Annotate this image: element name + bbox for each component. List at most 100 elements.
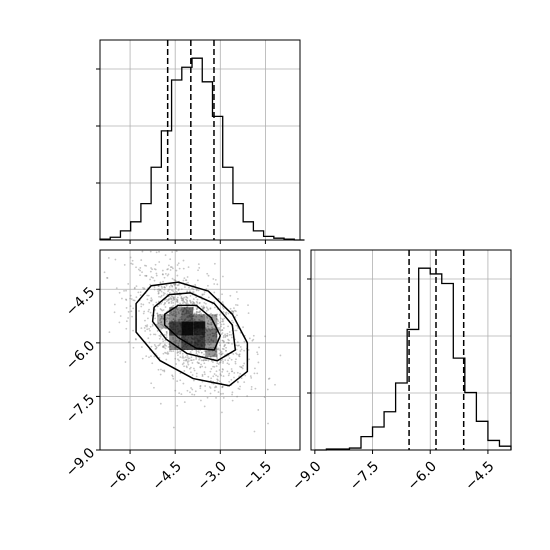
scatter-point: [198, 311, 201, 314]
scatter-point: [220, 353, 223, 356]
scatter-point: [201, 294, 204, 296]
scatter-point: [195, 289, 198, 292]
scatter-point: [153, 286, 156, 288]
scatter-point: [139, 294, 142, 297]
scatter-point: [222, 362, 224, 364]
scatter-point: [152, 276, 154, 279]
scatter-point: [140, 259, 143, 261]
scatter-point: [190, 359, 192, 362]
scatter-point: [217, 298, 220, 301]
scatter-point: [177, 358, 179, 361]
contour-level-2: [151, 292, 237, 362]
scatter-point: [158, 337, 161, 340]
scatter-point: [199, 310, 201, 313]
scatter-point: [215, 350, 218, 353]
scatter-point: [172, 350, 175, 353]
scatter-point: [142, 286, 144, 289]
scatter-point: [164, 347, 167, 350]
scatter-point: [161, 273, 164, 276]
scatter-point: [215, 386, 218, 388]
scatter-point: [134, 338, 137, 340]
scatter-point: [225, 349, 227, 352]
scatter-point: [216, 283, 219, 286]
scatter-point: [266, 388, 269, 391]
scatter-point: [246, 395, 249, 398]
scatter-point: [190, 356, 193, 359]
scatter-point: [172, 312, 175, 315]
scatter-point: [192, 367, 195, 370]
scatter-point: [159, 317, 162, 320]
scatter-point: [148, 308, 150, 311]
scatter-point: [199, 366, 202, 369]
scatter-point: [204, 327, 207, 329]
scatter-point: [235, 348, 238, 351]
scatter-point: [129, 305, 132, 308]
scatter-point: [225, 313, 228, 316]
scatter-point: [179, 350, 182, 353]
scatter-point: [177, 311, 180, 314]
scatter-point: [168, 314, 171, 317]
scatter-point: [252, 334, 255, 337]
scatter-point: [169, 266, 172, 268]
scatter-point: [185, 358, 188, 361]
x-tick-label: −3.0: [195, 458, 230, 493]
scatter-point: [231, 391, 234, 394]
scatter-point: [188, 367, 191, 370]
scatter-point: [222, 327, 225, 329]
scatter-point: [210, 312, 212, 315]
scatter-point: [191, 291, 194, 294]
scatter-point: [146, 325, 148, 328]
scatter-point: [233, 307, 235, 310]
scatter-point: [172, 304, 175, 307]
scatter-point: [139, 274, 141, 277]
scatter-point: [199, 387, 202, 390]
scatter-point: [144, 319, 146, 322]
scatter-point: [279, 354, 282, 357]
scatter-point: [132, 299, 135, 302]
density-cell: [169, 321, 182, 336]
scatter-point: [258, 346, 260, 349]
scatter-point: [179, 318, 181, 321]
scatter-point: [201, 380, 204, 383]
scatter-point: [163, 288, 166, 291]
scatter-point: [181, 355, 184, 358]
scatter-point: [169, 312, 172, 315]
scatter-point: [167, 290, 169, 293]
scatter-point: [182, 297, 185, 300]
scatter-point: [184, 286, 186, 288]
scatter-point: [153, 355, 156, 358]
scatter-point: [173, 298, 176, 301]
scatter-point: [224, 359, 227, 361]
scatter-point: [159, 319, 162, 321]
scatter-point: [189, 391, 191, 394]
scatter-point: [175, 250, 178, 253]
scatter-point: [131, 315, 133, 318]
scatter-point: [189, 351, 192, 353]
scatter-point: [165, 331, 168, 333]
scatter-point: [204, 366, 207, 369]
scatter-point: [171, 375, 174, 378]
scatter-point: [175, 291, 178, 293]
scatter-point: [113, 311, 116, 314]
scatter-point: [217, 348, 220, 351]
x-tick-label: −7.5: [347, 458, 382, 493]
scatter-point: [170, 320, 173, 322]
scatter-point: [210, 360, 213, 362]
scatter-point: [196, 298, 199, 301]
scatter-point: [220, 353, 223, 355]
scatter-point: [199, 384, 202, 387]
scatter-point: [165, 334, 168, 336]
scatter-point: [148, 341, 151, 344]
scatter-point: [216, 378, 219, 381]
scatter-point: [195, 358, 197, 360]
scatter-point: [171, 374, 174, 377]
scatter-point: [222, 318, 224, 321]
scatter-point: [176, 380, 179, 383]
scatter-point: [183, 365, 185, 368]
scatter-point: [177, 342, 180, 345]
scatter-point: [197, 269, 199, 272]
scatter-point: [203, 306, 206, 309]
scatter-point: [159, 281, 162, 284]
scatter-point: [182, 259, 185, 262]
scatter-point: [169, 307, 172, 310]
